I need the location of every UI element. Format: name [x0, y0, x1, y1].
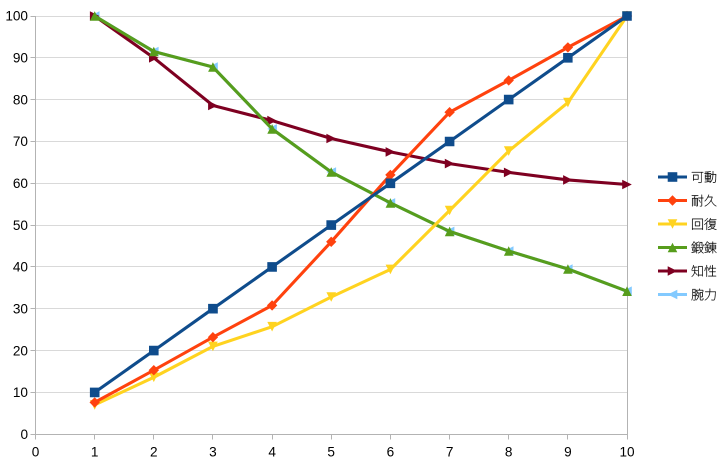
svg-text:10: 10: [619, 444, 635, 459]
svg-text:90: 90: [13, 51, 29, 66]
svg-text:100: 100: [5, 9, 28, 24]
svg-text:0: 0: [32, 444, 40, 459]
svg-text:2: 2: [150, 444, 158, 459]
svg-text:3: 3: [209, 444, 217, 459]
svg-text:9: 9: [564, 444, 572, 459]
svg-text:7: 7: [446, 444, 454, 459]
svg-text:60: 60: [13, 176, 29, 191]
svg-text:8: 8: [505, 444, 513, 459]
svg-text:1: 1: [91, 444, 99, 459]
svg-text:50: 50: [13, 218, 29, 233]
svg-text:30: 30: [13, 301, 29, 316]
svg-text:4: 4: [268, 444, 276, 459]
svg-text:70: 70: [13, 134, 29, 149]
svg-text:5: 5: [327, 444, 335, 459]
svg-text:20: 20: [13, 343, 29, 358]
svg-text:80: 80: [13, 92, 29, 107]
svg-text:6: 6: [387, 444, 395, 459]
svg-text:0: 0: [20, 427, 28, 442]
svg-text:40: 40: [13, 260, 29, 275]
svg-text:10: 10: [13, 385, 29, 400]
